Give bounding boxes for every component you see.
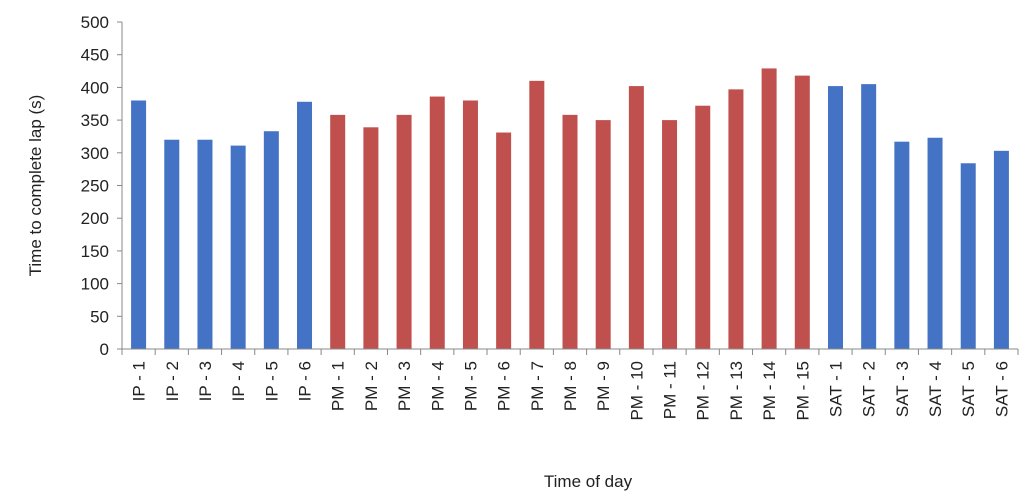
x-tick-label: IP - 5 — [262, 361, 281, 401]
y-axis-title: Time to complete lap (s) — [26, 95, 45, 277]
y-tick-label: 350 — [81, 111, 109, 130]
bar-ip-4 — [230, 145, 246, 349]
bar-pm-5 — [462, 100, 478, 349]
bar-pm-8 — [562, 114, 578, 349]
x-tick-label: PM - 8 — [561, 361, 580, 411]
bar-sat-4 — [927, 137, 943, 349]
bar-pm-6 — [496, 132, 512, 349]
x-axis-title: Time of day — [544, 472, 633, 491]
x-tick-label: IP - 3 — [196, 361, 215, 401]
bar-pm-3 — [396, 114, 412, 349]
bar-sat-2 — [861, 84, 877, 349]
y-axis-ticks: 0 50 100 150 200 250 300 350 400 450 500 — [81, 13, 122, 359]
y-tick-label: 250 — [81, 177, 109, 196]
bar-pm-10 — [628, 86, 644, 349]
bar-pm-9 — [595, 120, 611, 349]
x-tick-label: SAT - 4 — [926, 361, 945, 417]
x-tick-label: IP - 1 — [130, 361, 149, 401]
x-tick-label: PM - 12 — [694, 361, 713, 421]
y-tick-label: 50 — [90, 307, 109, 326]
y-tick-label: 150 — [81, 242, 109, 261]
bars — [131, 68, 1009, 350]
bar-ip-3 — [197, 139, 213, 349]
x-tick-label: PM - 10 — [627, 361, 646, 421]
bar-pm-12 — [695, 105, 711, 349]
bar-pm-2 — [363, 127, 379, 349]
y-tick-label: 100 — [81, 275, 109, 294]
x-tick-label: PM - 1 — [329, 361, 348, 411]
x-tick-label: PM - 15 — [793, 361, 812, 421]
bar-pm-1 — [330, 114, 346, 349]
bar-sat-1 — [827, 86, 843, 349]
bar-sat-5 — [960, 163, 976, 349]
x-tick-label: SAT - 5 — [959, 361, 978, 417]
y-tick-label: 0 — [100, 340, 109, 359]
bar-ip-5 — [263, 131, 279, 349]
y-tick-label: 300 — [81, 144, 109, 163]
x-tick-label: PM - 14 — [760, 361, 779, 421]
bar-sat-6 — [993, 150, 1009, 349]
x-tick-label: PM - 2 — [362, 361, 381, 411]
x-tick-label: PM - 5 — [461, 361, 480, 411]
x-axis-ticks: IP - 1 IP - 2 IP - 3 IP - 4 IP - 5 IP - 6 PM -… — [121, 349, 1019, 421]
bar-pm-7 — [529, 80, 545, 350]
bar-ip-6 — [297, 101, 313, 350]
x-tick-label: IP - 4 — [229, 361, 248, 401]
x-tick-label: SAT - 2 — [860, 361, 879, 417]
x-tick-label: IP - 6 — [296, 361, 315, 401]
x-tick-label: PM - 4 — [428, 361, 447, 411]
bar-pm-11 — [662, 120, 678, 349]
x-tick-label: PM - 3 — [395, 361, 414, 411]
x-tick-label: PM - 7 — [528, 361, 547, 411]
x-tick-label: SAT - 6 — [992, 361, 1011, 417]
y-tick-label: 200 — [81, 209, 109, 228]
x-tick-label: PM - 13 — [727, 361, 746, 421]
y-tick-label: 450 — [81, 46, 109, 65]
x-tick-label: PM - 6 — [495, 361, 514, 411]
y-tick-label: 500 — [81, 13, 109, 32]
x-tick-label: PM - 11 — [661, 361, 680, 419]
bar-pm-4 — [429, 96, 445, 349]
x-tick-label: SAT - 3 — [893, 361, 912, 417]
bar-pm-15 — [794, 75, 810, 350]
y-tick-label: 400 — [81, 78, 109, 97]
bar-ip-1 — [131, 100, 147, 349]
x-tick-label: IP - 2 — [163, 361, 182, 401]
bar-ip-2 — [164, 139, 180, 349]
bar-pm-14 — [761, 68, 777, 350]
bar-pm-13 — [728, 89, 744, 349]
bar-sat-3 — [894, 141, 910, 349]
x-tick-label: SAT - 1 — [826, 361, 845, 417]
x-tick-label: PM - 9 — [594, 361, 613, 411]
